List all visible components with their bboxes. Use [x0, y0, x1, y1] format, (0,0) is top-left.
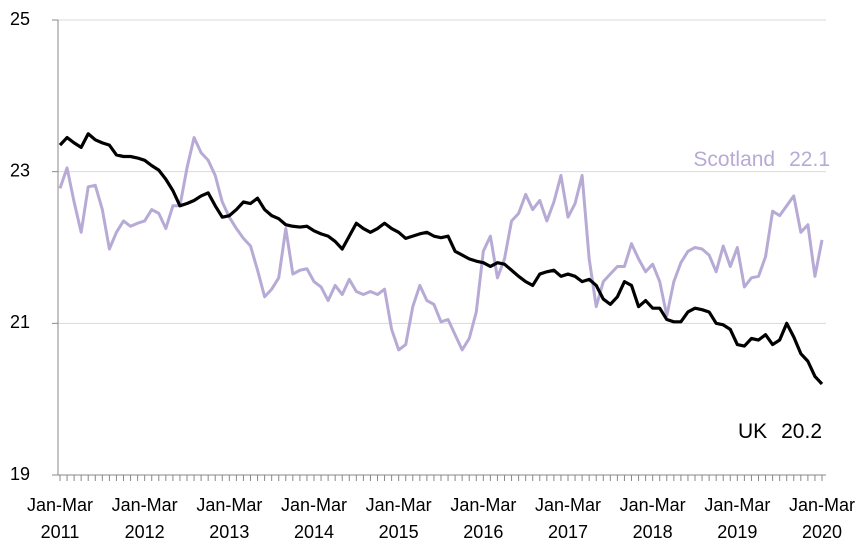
x-tick-label: Jan-Mar 2011 [27, 495, 93, 542]
x-tick-label: Jan-Mar 2019 [704, 495, 770, 542]
y-tick-label: 21 [10, 312, 30, 332]
series-annotation: Scotland 22.1 [693, 148, 830, 171]
x-tick-label: Jan-Mar 2014 [281, 495, 347, 542]
y-tick-label: 25 [10, 9, 30, 29]
x-tick-label: Jan-Mar 2020 [789, 495, 855, 542]
series-name: UK [738, 420, 767, 443]
x-tick-label: Jan-Mar 2015 [366, 495, 432, 542]
x-tick-label: Jan-Mar 2012 [112, 495, 178, 542]
series-annotation: UK 20.2 [738, 420, 822, 443]
x-tick-label: Jan-Mar 2018 [620, 495, 686, 542]
series-line [58, 132, 824, 386]
x-tick-label: Jan-Mar 2016 [450, 495, 516, 542]
end-value: 22.1 [789, 148, 830, 171]
x-tick-label: Jan-Mar 2017 [535, 495, 601, 542]
x-tick-label: Jan-Mar 2013 [196, 495, 262, 542]
series-name: Scotland [693, 148, 775, 171]
y-tick-label: 23 [10, 160, 30, 180]
end-value: 20.2 [781, 420, 822, 443]
y-tick-label: 19 [10, 464, 30, 484]
series-line [58, 136, 824, 352]
